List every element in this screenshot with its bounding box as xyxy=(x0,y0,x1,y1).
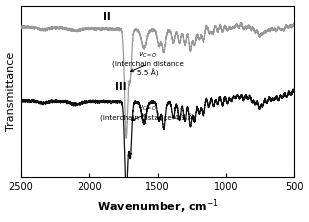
Text: $\nu_{C=O}$
(interchain distance 4.9 Å): $\nu_{C=O}$ (interchain distance 4.9 Å) xyxy=(100,104,196,122)
X-axis label: Wavenumber, cm$^{-1}$: Wavenumber, cm$^{-1}$ xyxy=(97,198,219,216)
Text: III: III xyxy=(115,82,127,92)
Text: $\nu_{C=O}$
(interchain distance
5.5 Å): $\nu_{C=O}$ (interchain distance 5.5 Å) xyxy=(112,51,184,77)
Y-axis label: Transmittance: Transmittance xyxy=(6,52,15,131)
Text: II: II xyxy=(103,12,111,22)
